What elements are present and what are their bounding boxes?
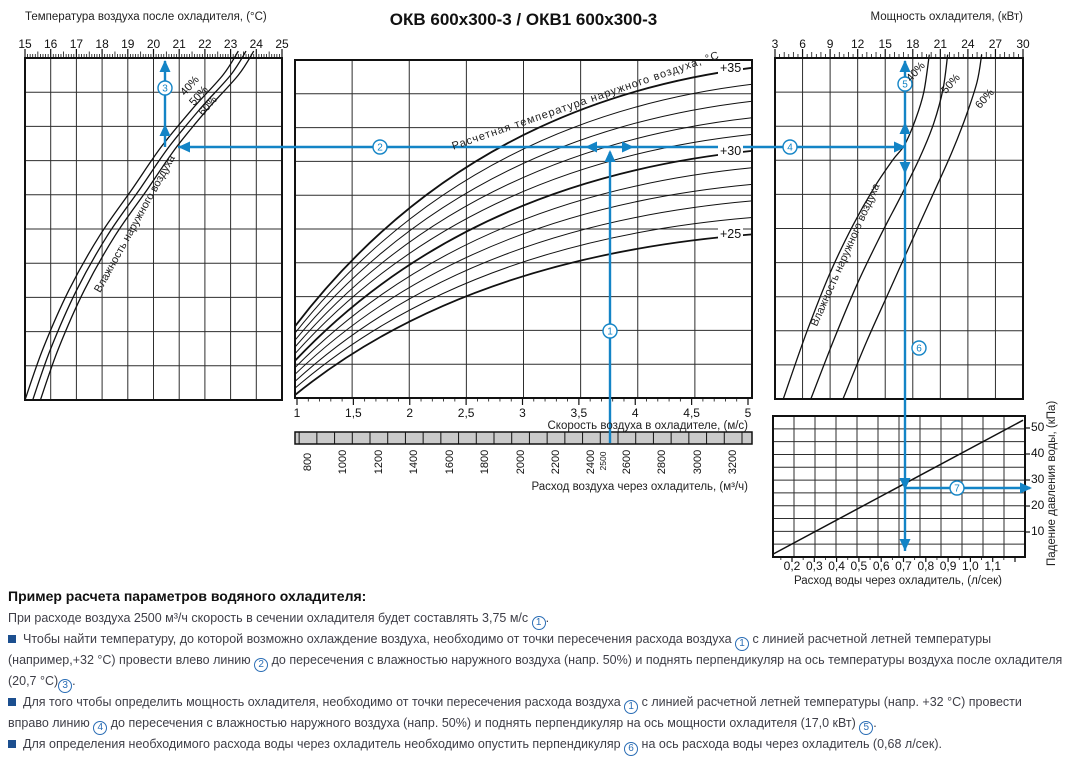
example-text-block: Пример расчета параметров водяного охлад…	[8, 587, 1066, 757]
power-axis-title: Мощность охладителя, (кВт)	[870, 11, 1024, 23]
step-marker: 3	[162, 84, 168, 95]
step-marker: 1	[607, 327, 613, 338]
example-paragraph: Для определения необходимого расхода вод…	[8, 735, 1066, 756]
step-marker: 4	[787, 143, 793, 154]
step-ref: 6	[624, 741, 639, 756]
step-ref: 5	[859, 720, 874, 735]
step-marker: 6	[916, 344, 922, 355]
outlet-temp-chart	[24, 49, 283, 401]
example-paragraph: Чтобы найти температуру, до которой возм…	[8, 631, 1063, 693]
pressure-chart	[772, 415, 1030, 562]
page-title: ОКВ 600x300-3 / ОКВ1 600x300-3	[389, 10, 658, 29]
outlet-temp-axis-title: Температура воздуха после охладителя, (°…	[25, 11, 267, 23]
step-marker: 5	[902, 80, 908, 91]
bullet-square	[8, 634, 16, 643]
step-ref: 1	[735, 636, 750, 651]
power-chart	[774, 49, 1024, 400]
air-speed-axis-label: Скорость воздуха в охладителе, (м/с)	[547, 420, 748, 432]
step-ref: 2	[254, 657, 269, 672]
step-ref: 3	[58, 678, 73, 693]
step-marker: 7	[954, 484, 960, 495]
example-heading: Пример расчета параметров водяного охлад…	[8, 588, 367, 604]
step-marker: 2	[377, 143, 383, 154]
step-ref: 4	[93, 720, 108, 735]
bullet-square	[8, 697, 16, 706]
example-paragraph: При расходе воздуха 2500 м³/ч скорость в…	[8, 610, 550, 630]
water-flow-axis-label: Расход воды через охладитель, (л/сек)	[793, 575, 1003, 587]
bullet-square	[8, 739, 16, 748]
air-flow-axis-label: Расход воздуха через охладитель, (м³/ч)	[531, 481, 748, 493]
procedure-path: 1 2 3 4 5 6 7	[157, 60, 1032, 551]
example-paragraphs: При расходе воздуха 2500 м³/ч скорость в…	[8, 609, 1066, 757]
step-ref: 1	[531, 615, 546, 630]
example-paragraph: Для того чтобы определить мощность охлад…	[8, 694, 1022, 735]
main-chart	[294, 59, 753, 445]
step-ref: 1	[624, 699, 639, 714]
pressure-drop-axis-label: Падение давления воды, (кПа)	[1046, 400, 1058, 566]
